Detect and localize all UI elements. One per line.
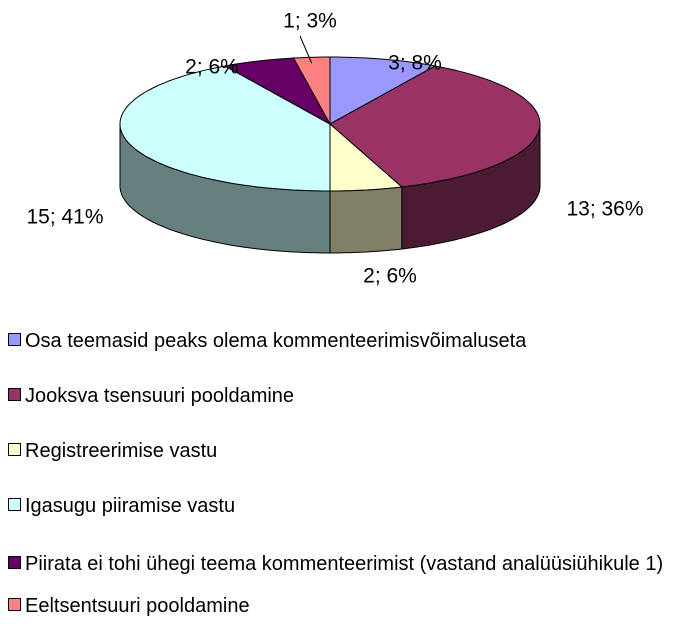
data-label: 2; 6% [363, 265, 417, 288]
slice [292, 56, 331, 125]
legend-swatch [8, 443, 21, 456]
legend-label: Piirata ei tohi ühegi teema kommenteerim… [25, 553, 664, 575]
data-label: 15; 41% [26, 206, 103, 229]
slice [329, 56, 437, 125]
legend-label: Igasugu piiramise vastu [25, 495, 236, 517]
legend-swatch [8, 598, 21, 611]
legend-label: Registreerimise vastu [25, 440, 218, 462]
legend-item: Jooksva tsensuuri pooldamine [8, 385, 678, 407]
data-label: 3; 8% [388, 52, 442, 75]
slice [119, 65, 331, 192]
legend-swatch [8, 388, 21, 401]
legend-item: Igasugu piiramise vastu [8, 495, 678, 517]
legend-label: Osa teemasid peaks olema kommenteerimisv… [25, 330, 527, 352]
slice [223, 57, 332, 126]
legend-label: Jooksva tsensuuri pooldamine [25, 385, 295, 407]
legend-item: Registreerimise vastu [8, 440, 678, 462]
data-label: 1; 3% [283, 10, 337, 33]
slice [329, 65, 541, 188]
legend-swatch [8, 556, 21, 569]
legend-item: Osa teemasid peaks olema kommenteerimisv… [8, 330, 678, 352]
legend-item: Piirata ei tohi ühegi teema kommenteerim… [8, 553, 678, 575]
pie-area: 3; 8% 13; 36% 2; 6% 15; 41% 2; 6% 1; 3% [26, 10, 643, 288]
data-label: 13; 36% [566, 198, 643, 221]
legend-label: Eeltsentsuuri pooldamine [25, 595, 250, 617]
leader-line [299, 35, 313, 64]
slice [329, 122, 403, 192]
slice-side [329, 186, 403, 254]
legend-swatch [8, 498, 21, 511]
legend-swatch [8, 333, 21, 346]
legend-item: Eeltsentsuuri pooldamine [8, 595, 678, 617]
data-label: 2; 6% [185, 56, 239, 79]
